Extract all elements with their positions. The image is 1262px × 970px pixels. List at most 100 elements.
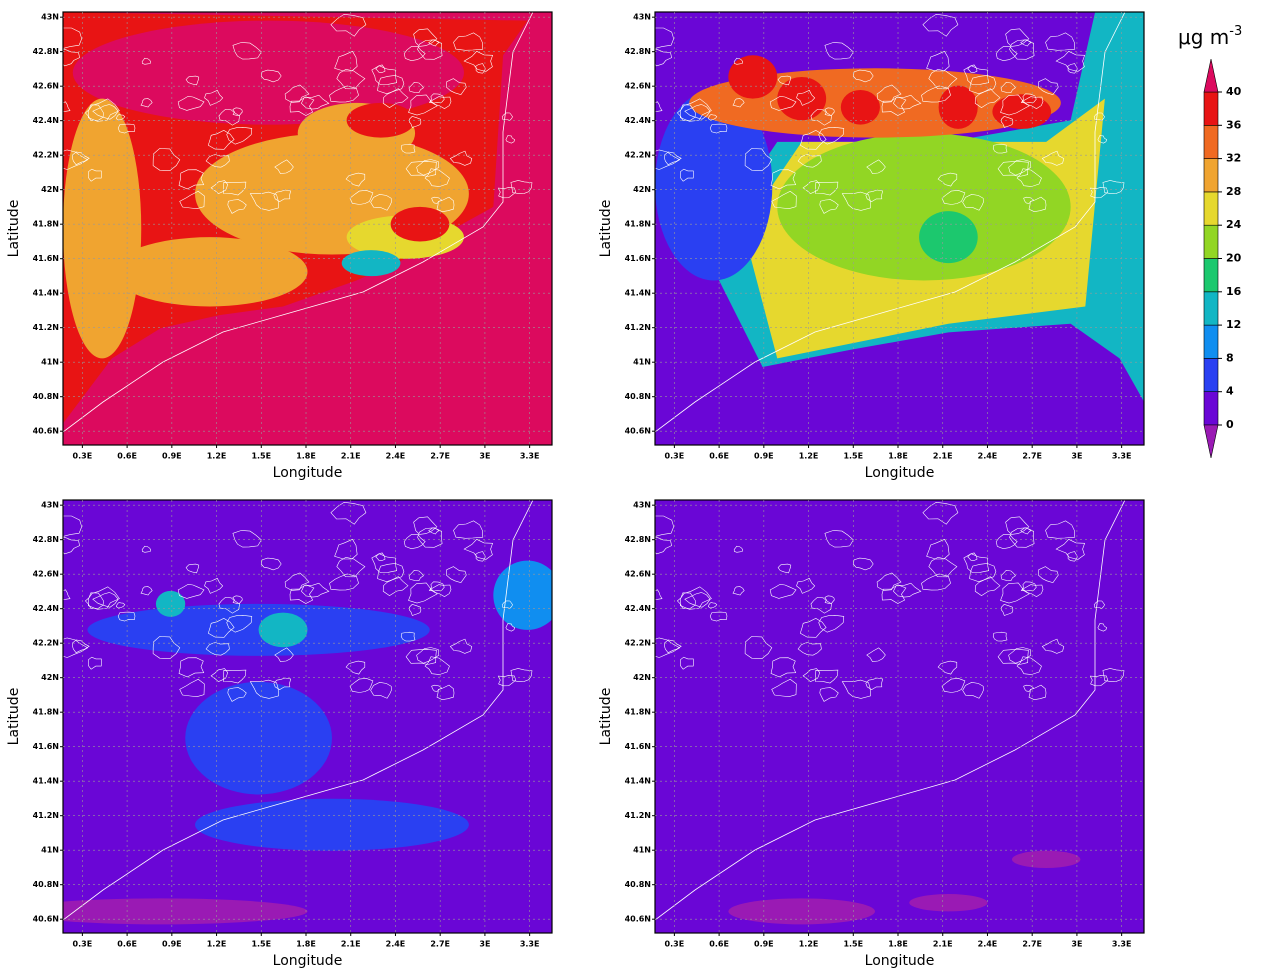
colorbar-segment xyxy=(1204,225,1218,258)
plot-area xyxy=(48,12,552,445)
y-tick-label: 41N xyxy=(41,846,59,855)
y-tick-label: 43N xyxy=(633,13,651,22)
colorbar-label: 12 xyxy=(1226,318,1241,331)
y-tick-label: 42.2N xyxy=(33,151,59,160)
y-tick-label: 41N xyxy=(633,846,651,855)
y-tick-label: 41.6N xyxy=(625,254,651,263)
y-axis-label: Latitude xyxy=(6,688,22,746)
colorbar-segment xyxy=(1204,125,1218,158)
x-tick-label: 2.4E xyxy=(978,940,998,949)
x-tick-label: 0.6E xyxy=(117,940,137,949)
y-tick-label: 41.4N xyxy=(33,289,59,298)
y-tick-label: 41.6N xyxy=(33,254,59,263)
y-tick-label: 41.8N xyxy=(625,708,651,717)
x-tick-label: 3.3E xyxy=(1112,940,1132,949)
colorbar-segment xyxy=(1204,159,1218,192)
x-tick-label: 2.1E xyxy=(341,452,361,461)
field-region xyxy=(112,237,308,306)
x-tick-label: 3E xyxy=(479,940,490,949)
field-region xyxy=(195,799,469,851)
colorbar-segment xyxy=(1204,259,1218,292)
colorbar-label: 0 xyxy=(1226,418,1234,431)
y-axis-label: Latitude xyxy=(598,688,614,746)
field-region xyxy=(185,682,332,795)
y-tick-label: 42.2N xyxy=(33,639,59,648)
panel: 0.3E0.6E0.9E1.2E1.5E1.8E2.1E2.4E2.7E3E3.… xyxy=(6,500,562,969)
plot-area xyxy=(640,12,1144,445)
x-tick-label: 3.3E xyxy=(520,940,540,949)
y-tick-label: 42.2N xyxy=(625,151,651,160)
x-tick-label: 2.4E xyxy=(978,452,998,461)
x-tick-label: 2.7E xyxy=(1022,452,1042,461)
y-tick-label: 41N xyxy=(41,358,59,367)
y-tick-label: 42N xyxy=(633,185,651,194)
y-tick-label: 42.6N xyxy=(33,82,59,91)
y-tick-label: 42.4N xyxy=(625,604,651,613)
plot-area xyxy=(14,500,562,933)
x-tick-label: 0.3E xyxy=(665,940,685,949)
y-tick-label: 42.6N xyxy=(625,570,651,579)
colorbar-label: 20 xyxy=(1226,252,1242,265)
y-tick-label: 40.6N xyxy=(33,427,59,436)
x-tick-label: 3E xyxy=(479,452,490,461)
x-tick-label: 1.2E xyxy=(207,452,227,461)
y-tick-label: 42.8N xyxy=(33,535,59,544)
y-tick-label: 41.2N xyxy=(33,323,59,332)
field-region xyxy=(259,613,308,648)
y-tick-label: 41.8N xyxy=(625,220,651,229)
y-tick-label: 42N xyxy=(41,185,59,194)
colorbar-segment xyxy=(1204,325,1218,358)
x-tick-label: 1.8E xyxy=(888,452,908,461)
x-tick-label: 2.1E xyxy=(933,452,953,461)
field-region xyxy=(1012,851,1080,868)
colorbar-label: 16 xyxy=(1226,285,1242,298)
field-region xyxy=(909,894,987,911)
y-tick-label: 40.8N xyxy=(33,392,59,401)
y-tick-label: 42.4N xyxy=(33,116,59,125)
y-tick-label: 41.8N xyxy=(33,220,59,229)
colorbar-label: 24 xyxy=(1226,218,1242,231)
x-tick-label: 0.9E xyxy=(162,452,182,461)
x-tick-label: 3E xyxy=(1071,940,1082,949)
colorbar-label: 40 xyxy=(1226,85,1242,98)
y-tick-label: 42.6N xyxy=(33,570,59,579)
colorbar-label: 36 xyxy=(1226,118,1242,131)
y-tick-label: 41.6N xyxy=(33,742,59,751)
y-tick-label: 42N xyxy=(41,673,59,682)
x-tick-label: 0.6E xyxy=(709,452,729,461)
panel: 0.3E0.6E0.9E1.2E1.5E1.8E2.1E2.4E2.7E3E3.… xyxy=(6,12,552,481)
x-tick-label: 0.9E xyxy=(754,940,774,949)
x-tick-label: 0.3E xyxy=(73,452,93,461)
x-tick-label: 2.4E xyxy=(386,940,406,949)
colorbar-segment xyxy=(1204,392,1218,425)
unit-exponent: -3 xyxy=(1229,24,1242,39)
x-tick-label: 1.5E xyxy=(843,940,863,949)
x-tick-label: 1.2E xyxy=(207,940,227,949)
plot-area xyxy=(640,500,1144,933)
colorbar-label: 4 xyxy=(1226,385,1234,398)
y-tick-label: 41.4N xyxy=(33,777,59,786)
y-tick-label: 41N xyxy=(633,358,651,367)
y-tick-label: 40.8N xyxy=(625,392,651,401)
x-tick-label: 1.8E xyxy=(296,452,316,461)
field-region xyxy=(63,99,141,359)
y-tick-label: 40.6N xyxy=(625,915,651,924)
y-tick-label: 42.8N xyxy=(625,47,651,56)
y-tick-label: 41.2N xyxy=(625,811,651,820)
y-tick-label: 42.8N xyxy=(625,535,651,544)
y-tick-label: 40.8N xyxy=(33,880,59,889)
field-region xyxy=(347,103,415,138)
y-tick-label: 41.6N xyxy=(625,742,651,751)
x-tick-label: 0.3E xyxy=(73,940,93,949)
x-tick-label: 1.5E xyxy=(843,452,863,461)
y-tick-label: 43N xyxy=(41,501,59,510)
y-tick-label: 41.4N xyxy=(625,777,651,786)
x-axis-label: Longitude xyxy=(273,953,343,969)
x-tick-label: 1.8E xyxy=(888,940,908,949)
y-tick-label: 42.6N xyxy=(625,82,651,91)
x-tick-label: 0.9E xyxy=(754,452,774,461)
colorbar-segment xyxy=(1204,358,1218,391)
y-tick-label: 42.8N xyxy=(33,47,59,56)
y-tick-label: 42N xyxy=(633,673,651,682)
colorbar-label: 28 xyxy=(1226,185,1241,198)
